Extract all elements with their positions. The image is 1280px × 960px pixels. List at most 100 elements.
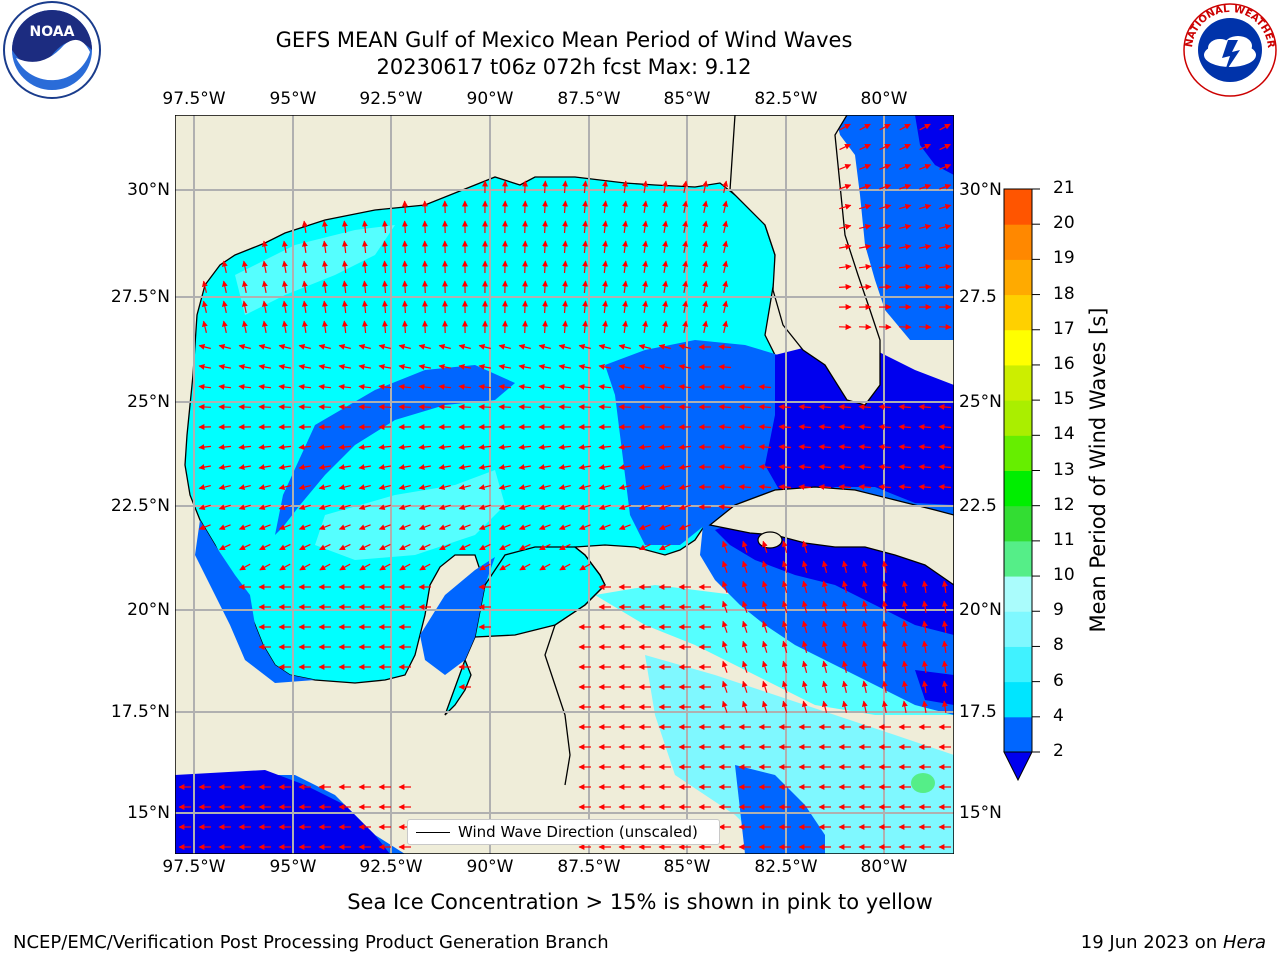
wind-wave-arrow — [858, 403, 872, 410]
wind-wave-arrow — [781, 660, 788, 673]
wind-wave-arrow — [458, 484, 471, 491]
wind-wave-arrow — [421, 200, 428, 214]
wind-wave-arrow — [841, 600, 848, 613]
wind-wave-arrow — [281, 320, 288, 334]
wind-wave-arrow — [642, 300, 649, 313]
wind-wave-arrow — [841, 640, 848, 653]
wind-wave-arrow — [678, 524, 691, 531]
wind-wave-arrow — [598, 464, 612, 471]
wind-wave-arrow — [478, 464, 492, 471]
wind-wave-arrow — [218, 524, 231, 531]
wind-wave-arrow — [278, 444, 292, 451]
wind-wave-arrow — [899, 223, 912, 230]
wind-wave-arrow — [278, 504, 291, 511]
lat-label-left: 17.5°N — [110, 702, 170, 722]
wind-wave-arrow — [918, 423, 932, 430]
wind-wave-arrow — [841, 580, 848, 593]
wind-wave-arrow — [319, 563, 331, 571]
wind-wave-arrow — [638, 403, 652, 410]
wind-wave-arrow — [741, 660, 748, 673]
wind-wave-arrow — [761, 540, 768, 553]
wind-wave-arrow — [381, 320, 388, 334]
wind-wave-arrow — [898, 243, 912, 250]
wind-wave-arrow — [301, 240, 308, 253]
wind-wave-arrow — [921, 580, 928, 594]
wind-wave-arrow — [921, 700, 928, 714]
wind-wave-arrow — [881, 700, 888, 714]
wind-wave-arrow — [861, 560, 868, 574]
colorbar-segment — [1004, 364, 1032, 401]
wind-wave-arrow — [861, 660, 868, 674]
wind-wave-arrow — [301, 260, 308, 273]
wind-wave-arrow — [339, 543, 351, 551]
wind-wave-arrow — [718, 423, 732, 430]
wind-wave-arrow — [901, 660, 908, 674]
wind-wave-arrow — [881, 560, 888, 574]
wind-wave-arrow — [338, 444, 352, 451]
wind-wave-arrow — [321, 300, 328, 313]
wind-wave-arrow — [198, 504, 211, 511]
wind-wave-arrow — [859, 183, 872, 190]
wind-wave-arrow — [341, 280, 348, 294]
wind-wave-arrow — [901, 640, 908, 654]
wind-wave-arrow — [738, 423, 752, 430]
wind-wave-arrow — [238, 343, 251, 350]
colorbar-segment — [1004, 681, 1032, 718]
wind-wave-arrow — [881, 680, 888, 694]
wind-wave-arrow — [618, 363, 632, 370]
wind-wave-arrow — [542, 240, 549, 254]
wind-wave-arrow — [398, 484, 411, 491]
lon-label-top: 80°W — [860, 89, 908, 109]
wind-wave-arrow — [738, 463, 752, 470]
wind-wave-arrow — [458, 343, 471, 350]
wind-wave-arrow — [622, 180, 629, 193]
wind-wave-arrow — [341, 320, 348, 334]
wind-wave-arrow — [379, 563, 391, 571]
wind-wave-arrow — [618, 464, 632, 471]
colorbar-tick-label: 11 — [1053, 529, 1075, 550]
nws-logo: NATIONAL WEATHER SERVICE — [1176, 0, 1280, 104]
wind-wave-arrow — [678, 383, 692, 390]
wind-wave-arrow — [378, 363, 392, 370]
wind-wave-arrow — [839, 183, 852, 190]
wind-wave-arrow — [538, 403, 552, 410]
wind-wave-arrow — [519, 543, 531, 551]
map-title: GEFS MEAN Gulf of Mexico Mean Period of … — [275, 28, 853, 52]
colorbar-tick-label: 8 — [1053, 635, 1064, 656]
wind-wave-arrow — [258, 383, 272, 390]
wind-wave-arrow — [918, 243, 932, 250]
wind-wave-arrow — [622, 280, 629, 293]
wind-wave-arrow — [721, 680, 728, 693]
wind-wave-arrow — [218, 504, 231, 511]
wind-wave-arrow — [598, 403, 612, 410]
wind-wave-arrow — [318, 343, 331, 350]
wind-wave-arrow — [358, 363, 372, 370]
wind-wave-arrow — [239, 543, 251, 551]
wind-wave-arrow — [582, 300, 589, 314]
wind-wave-arrow — [538, 524, 551, 531]
wind-wave-arrow — [918, 263, 932, 270]
wind-wave-arrow — [841, 620, 848, 633]
wind-wave-arrow — [241, 300, 248, 314]
wind-wave-arrow — [838, 243, 852, 250]
wind-wave-arrow — [662, 220, 669, 234]
wind-wave-arrow — [281, 260, 288, 274]
wind-wave-arrow — [321, 220, 328, 233]
wind-wave-arrow — [498, 343, 511, 350]
footer-date: 19 Jun 2023 on Hera — [1080, 932, 1266, 953]
wind-wave-arrow — [821, 640, 828, 653]
wind-wave-arrow — [281, 280, 288, 294]
wind-wave-arrow — [361, 260, 368, 274]
wind-wave-arrow — [721, 580, 728, 593]
wind-wave-arrow — [602, 300, 609, 314]
wind-wave-arrow — [941, 640, 948, 653]
wind-wave-arrow — [918, 463, 932, 470]
wind-wave-arrow — [418, 524, 431, 531]
wind-wave-arrow — [682, 200, 689, 214]
colorbar — [1003, 188, 1040, 782]
wind-wave-arrow — [741, 620, 748, 633]
colorbar-tick-label: 19 — [1053, 248, 1075, 269]
wind-wave-arrow — [598, 484, 611, 491]
wind-wave-arrow — [702, 240, 709, 254]
wind-wave-arrow — [718, 463, 732, 470]
